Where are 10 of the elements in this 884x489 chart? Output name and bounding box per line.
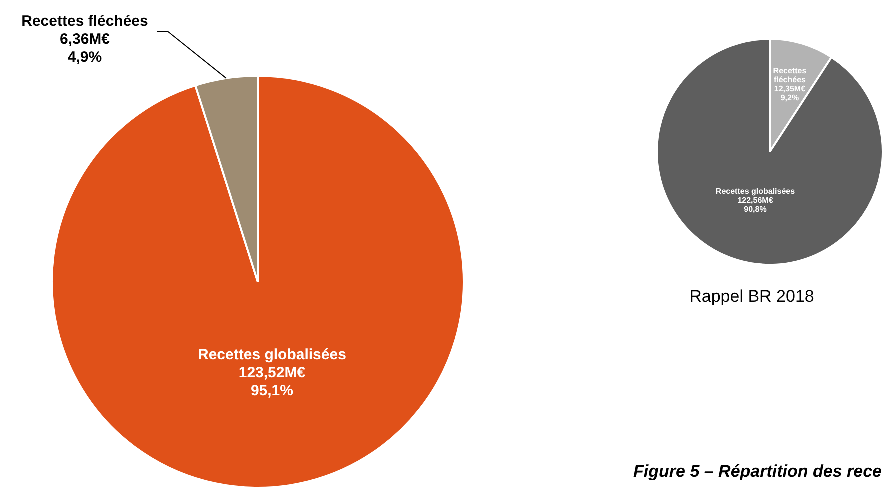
text: Rappel BR 2018 xyxy=(688,287,816,307)
data-label: 95,1% xyxy=(250,382,294,400)
slice-label: Recettes fléchées 6,36M€ xyxy=(22,13,148,48)
data-label: 4,9% xyxy=(68,49,102,66)
slice-label: Recettes globalisées 122,56M€ xyxy=(716,186,796,205)
slice-label: Recettes globalisées 123,52M€ xyxy=(198,346,346,382)
caption: Figure 5 – Répartition des rece xyxy=(634,462,882,482)
data-label: 9,2% xyxy=(780,94,800,103)
data-label: 90,8% xyxy=(744,204,767,214)
slice-label: Recettes fléchées 12,35M€ xyxy=(773,66,808,94)
